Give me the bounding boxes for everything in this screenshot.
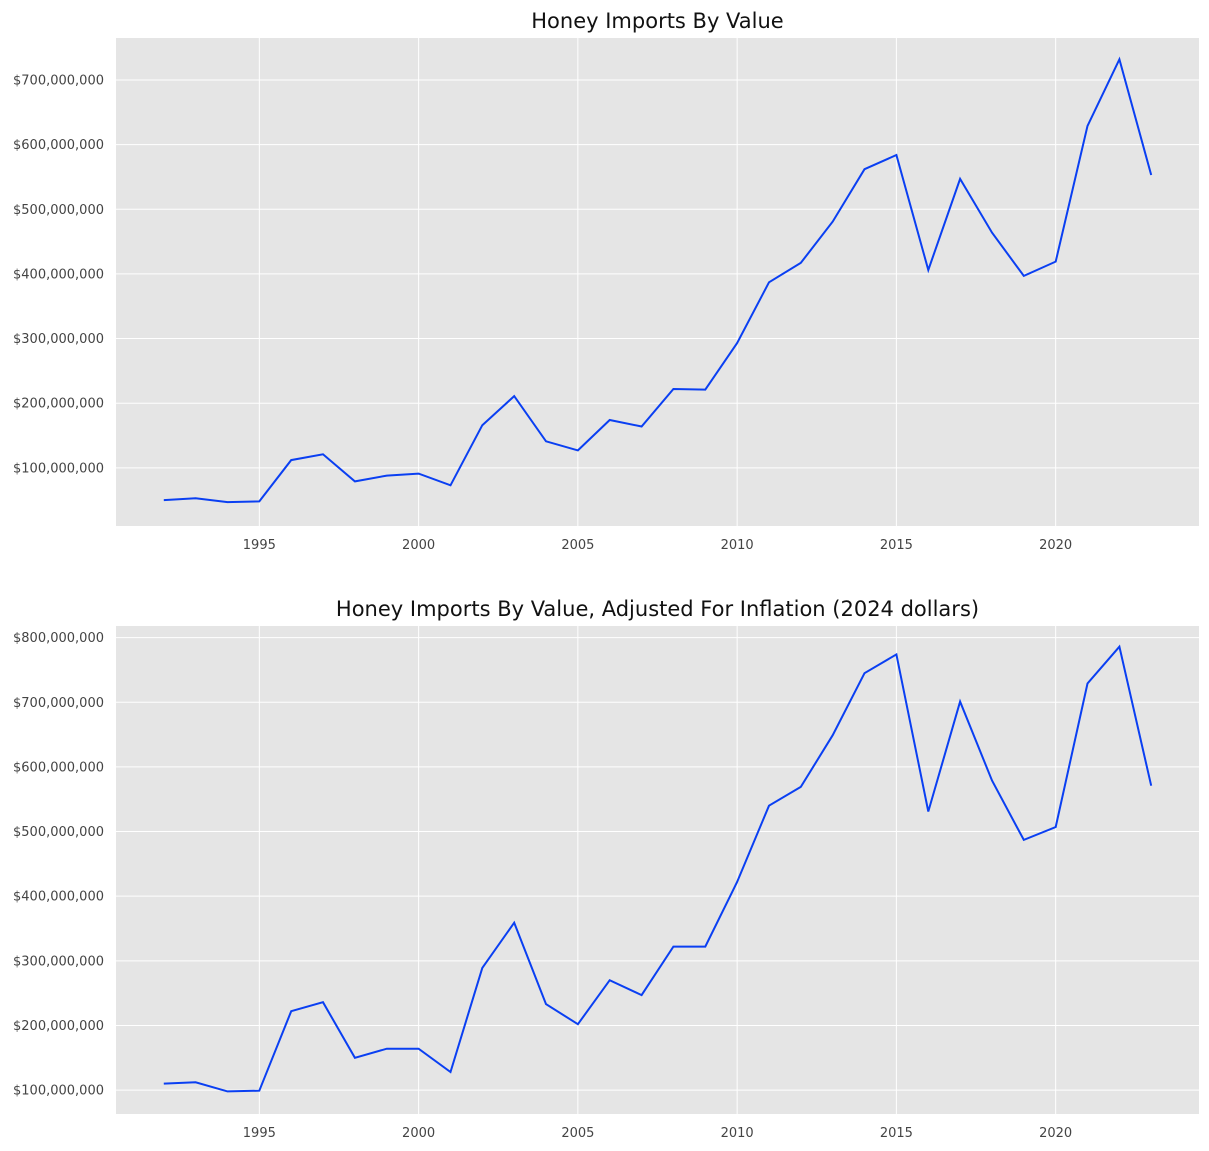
y-tick-label: $700,000,000 — [13, 74, 104, 89]
y-tick-label: $600,000,000 — [13, 138, 104, 153]
y-tick-label: $300,000,000 — [13, 954, 104, 969]
y-tick-label: $400,000,000 — [13, 890, 104, 905]
plot-area — [116, 626, 1199, 1114]
y-tick-label: $600,000,000 — [13, 760, 104, 775]
y-tick-label: $400,000,000 — [13, 267, 104, 282]
x-tick-label: 2005 — [561, 538, 594, 553]
x-tick-label: 2015 — [880, 1126, 913, 1141]
x-tick-label: 2010 — [721, 1126, 754, 1141]
chart-title: Honey Imports By Value — [531, 9, 783, 33]
x-tick-label: 2020 — [1039, 1126, 1072, 1141]
x-tick-label: 2000 — [402, 1126, 435, 1141]
y-tick-label: $200,000,000 — [13, 397, 104, 412]
x-tick-label: 2000 — [402, 538, 435, 553]
x-tick-label: 1995 — [243, 1126, 276, 1141]
series-line — [163, 56, 1153, 504]
y-tick-label: $100,000,000 — [13, 1084, 104, 1099]
x-tick-label: 1995 — [243, 538, 276, 553]
x-tick-label: 2015 — [880, 538, 913, 553]
x-tick-label: 2010 — [721, 538, 754, 553]
x-tick-label: 2005 — [561, 1126, 594, 1141]
y-tick-label: $300,000,000 — [13, 332, 104, 347]
y-tick-label: $700,000,000 — [13, 696, 104, 711]
plot-area — [116, 38, 1199, 526]
y-tick-label: $500,000,000 — [13, 203, 104, 218]
chart-bottom-inflation-adjusted: $100,000,000 $200,000,000 $300,000,000 $400… — [13, 597, 1199, 1141]
chart-top-value: $100,000,000 $200,000,000 $300,000,000 $400… — [13, 9, 1199, 553]
series-line — [163, 644, 1153, 1093]
y-tick-label: $100,000,000 — [13, 461, 104, 476]
y-tick-label: $200,000,000 — [13, 1019, 104, 1034]
y-tick-label: $500,000,000 — [13, 825, 104, 840]
y-tick-label: $800,000,000 — [13, 631, 104, 646]
chart-title: Honey Imports By Value, Adjusted For Inf… — [336, 597, 979, 621]
x-tick-label: 2020 — [1039, 538, 1072, 553]
